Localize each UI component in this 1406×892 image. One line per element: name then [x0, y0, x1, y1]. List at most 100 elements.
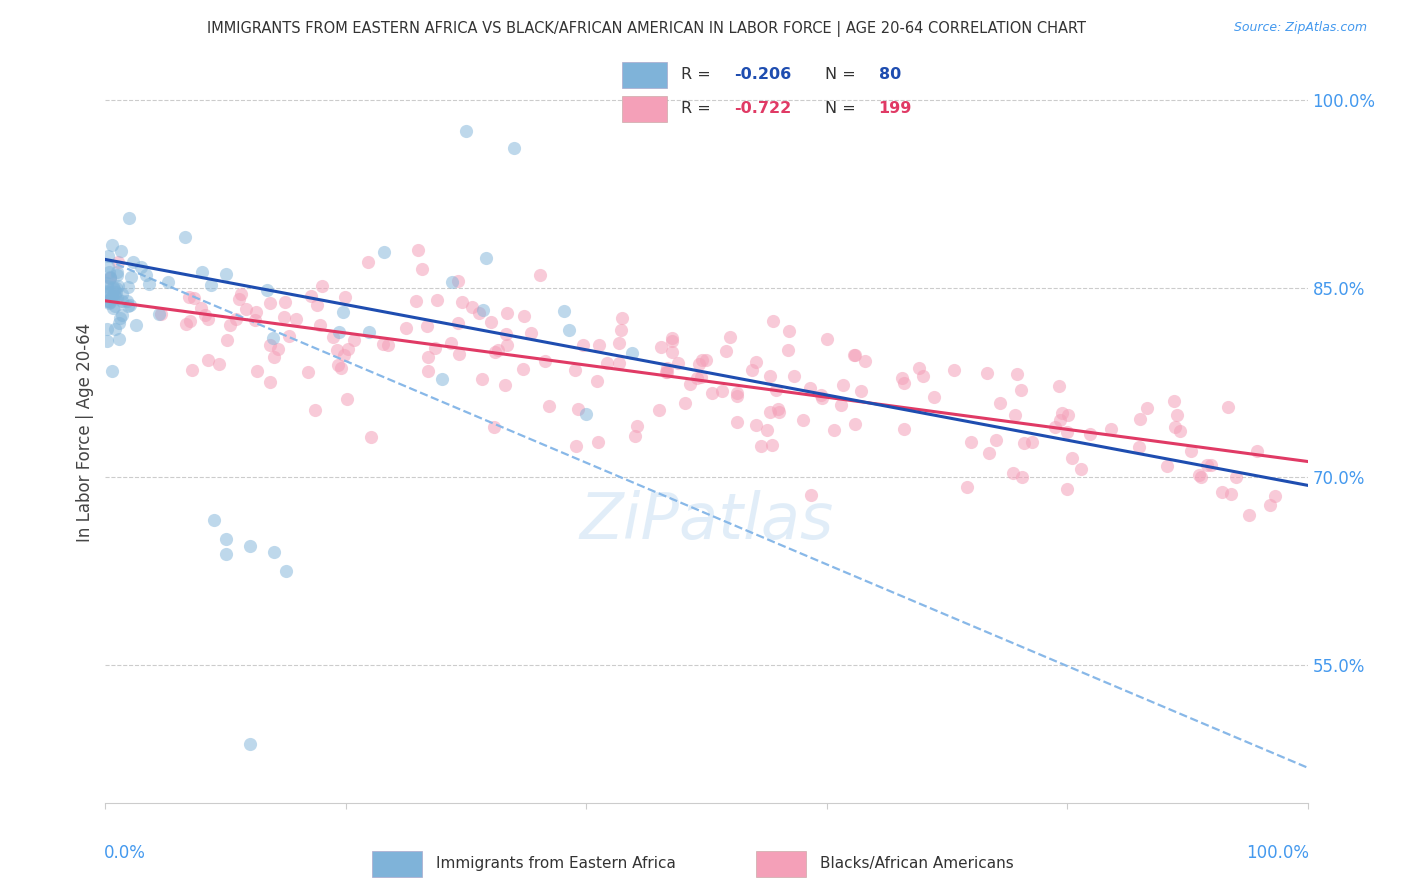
- Point: [893, 422, 915, 436]
- Point: [183, 291, 205, 305]
- Point: [326, 358, 349, 372]
- Point: [564, 363, 586, 377]
- Point: [1012, 436, 1035, 450]
- Point: [357, 255, 380, 269]
- Point: [157, 275, 180, 289]
- Bar: [756, 852, 806, 877]
- Point: [799, 381, 821, 395]
- Point: [174, 318, 197, 332]
- Point: [977, 446, 1000, 460]
- Point: [129, 260, 152, 275]
- Point: [678, 377, 700, 392]
- Point: [811, 392, 834, 406]
- Point: [1164, 419, 1187, 434]
- Point: [104, 299, 127, 313]
- Point: [105, 281, 128, 295]
- Point: [416, 318, 439, 333]
- Point: [190, 265, 212, 279]
- Point: [1225, 470, 1247, 484]
- Point: [741, 363, 763, 377]
- Point: [332, 305, 354, 319]
- Point: [1078, 426, 1101, 441]
- Point: [585, 375, 607, 389]
- Point: [1237, 508, 1260, 523]
- Point: [103, 301, 125, 315]
- Point: [215, 333, 238, 347]
- Point: [778, 324, 800, 338]
- Point: [908, 361, 931, 376]
- Text: 199: 199: [879, 101, 912, 116]
- Point: [107, 255, 129, 269]
- Text: Immigrants from Eastern Africa: Immigrants from Eastern Africa: [436, 856, 676, 871]
- Point: [471, 372, 494, 386]
- Point: [446, 274, 468, 288]
- Point: [1246, 444, 1268, 458]
- Point: [330, 360, 353, 375]
- Point: [842, 348, 865, 362]
- Point: [98, 269, 121, 284]
- Point: [495, 326, 517, 341]
- Point: [96, 276, 118, 290]
- Point: [263, 351, 285, 365]
- Text: -0.722: -0.722: [734, 101, 792, 116]
- Point: [1168, 424, 1191, 438]
- Point: [778, 343, 800, 357]
- Point: [337, 342, 360, 356]
- Point: [357, 325, 380, 339]
- Point: [214, 547, 236, 561]
- Point: [494, 378, 516, 392]
- Point: [588, 435, 610, 450]
- Point: [447, 316, 470, 330]
- Point: [700, 386, 723, 401]
- Point: [690, 370, 713, 384]
- Point: [496, 306, 519, 320]
- Point: [259, 375, 281, 389]
- Point: [759, 369, 782, 384]
- Point: [100, 291, 122, 305]
- Point: [110, 310, 132, 325]
- Point: [853, 354, 876, 368]
- Point: [955, 480, 977, 494]
- Point: [111, 308, 134, 322]
- Point: [104, 289, 127, 303]
- Point: [107, 279, 129, 293]
- Point: [229, 286, 252, 301]
- Point: [1070, 462, 1092, 476]
- Point: [228, 292, 250, 306]
- Point: [197, 352, 219, 367]
- Point: [103, 281, 125, 295]
- Point: [1005, 367, 1028, 381]
- Point: [673, 396, 696, 410]
- Point: [450, 295, 472, 310]
- Point: [725, 385, 748, 400]
- Point: [844, 417, 866, 431]
- Point: [239, 737, 262, 751]
- Point: [1045, 419, 1067, 434]
- Point: [624, 429, 647, 443]
- Point: [626, 418, 648, 433]
- Text: Source: ZipAtlas.com: Source: ZipAtlas.com: [1233, 21, 1367, 34]
- Point: [246, 364, 269, 378]
- Point: [1180, 444, 1202, 458]
- Point: [418, 363, 440, 377]
- Point: [273, 295, 295, 310]
- Point: [104, 285, 127, 299]
- Point: [1264, 489, 1286, 503]
- Point: [256, 283, 278, 297]
- Point: [567, 401, 589, 416]
- Point: [782, 368, 804, 383]
- Point: [104, 322, 127, 336]
- Point: [259, 338, 281, 352]
- Point: [190, 301, 212, 315]
- Point: [373, 244, 395, 259]
- Point: [96, 287, 118, 301]
- Point: [1219, 486, 1241, 500]
- Point: [1049, 413, 1071, 427]
- Point: [405, 293, 427, 308]
- Point: [792, 413, 814, 427]
- Point: [588, 338, 610, 352]
- Point: [607, 356, 630, 370]
- Point: [529, 268, 551, 283]
- Point: [486, 343, 509, 357]
- Point: [688, 357, 710, 371]
